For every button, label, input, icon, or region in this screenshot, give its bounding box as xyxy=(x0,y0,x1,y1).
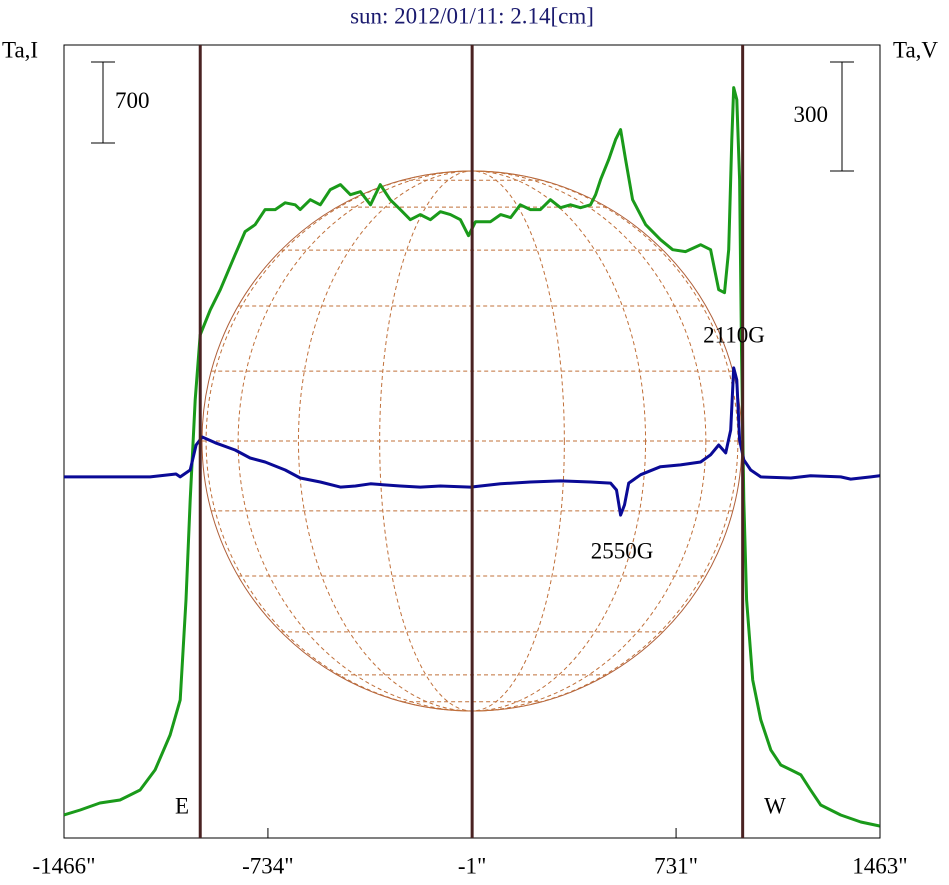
series-line xyxy=(64,86,880,828)
x-tick-label: 1463" xyxy=(852,853,907,878)
x-tick-label: -1" xyxy=(458,853,487,878)
annotation: W xyxy=(764,793,786,818)
scale-bar-label: 700 xyxy=(115,88,150,113)
annotation: 2110G xyxy=(703,322,765,347)
scale-bar-label: 300 xyxy=(794,102,829,127)
x-tick-label: 731" xyxy=(654,853,698,878)
x-tick-label: -1466" xyxy=(32,853,95,878)
chart-title: sun: 2012/01/11: 2.14[cm] xyxy=(350,3,594,28)
annotation: E xyxy=(175,793,189,818)
annotation: 2550G xyxy=(591,538,654,563)
y2-axis-label: Ta,V xyxy=(893,37,938,62)
x-tick-label: -734" xyxy=(242,853,294,878)
y-axis-label: Ta,I xyxy=(2,37,38,62)
